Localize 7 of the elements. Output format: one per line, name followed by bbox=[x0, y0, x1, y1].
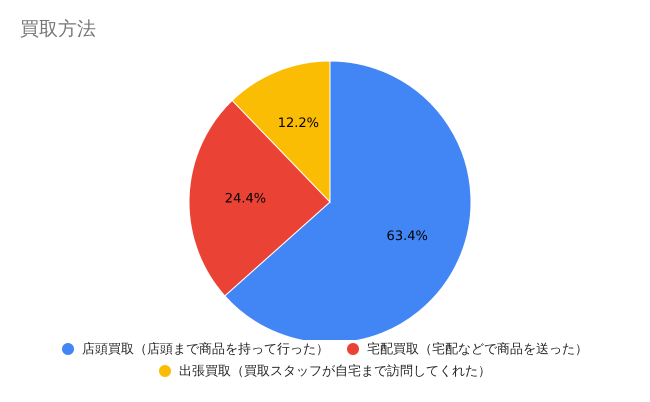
data-label: 63.4% bbox=[386, 229, 428, 244]
data-label: 12.2% bbox=[278, 116, 320, 132]
legend-label: 出張買取（買取スタッフが自宅まで訪問してくれた） bbox=[179, 363, 491, 380]
legend-label: 宅配買取（宅配などで商品を送った） bbox=[367, 341, 588, 358]
legend-label: 店頭買取（店頭まで商品を持って行った） bbox=[82, 341, 329, 358]
chart-title: 買取方法 bbox=[20, 17, 96, 42]
data-label: 24.4% bbox=[224, 191, 266, 206]
